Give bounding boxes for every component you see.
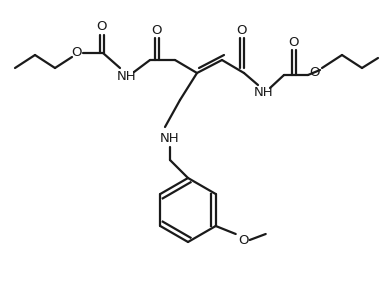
Text: O: O (238, 233, 249, 246)
Text: O: O (72, 46, 82, 59)
Text: O: O (310, 66, 320, 79)
Text: O: O (152, 23, 162, 37)
Text: O: O (97, 21, 107, 34)
Text: NH: NH (254, 86, 274, 99)
Text: O: O (289, 35, 299, 48)
Text: NH: NH (117, 70, 137, 84)
Text: O: O (237, 23, 247, 37)
Text: NH: NH (160, 131, 180, 144)
